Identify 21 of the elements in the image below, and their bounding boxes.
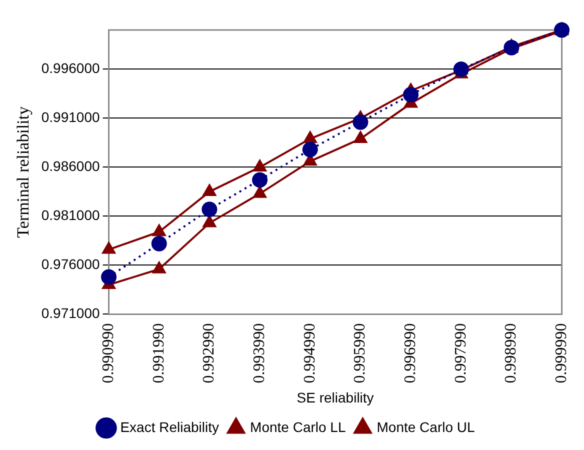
legend-label: Monte Carlo UL: [376, 418, 475, 435]
x-tick-label: 0.993990: [251, 323, 268, 384]
x-tick-label: 0.995990: [352, 323, 369, 384]
y-tick-label: 0.996000: [41, 60, 100, 76]
x-tick-label: 0.994990: [301, 323, 318, 384]
y-tick-label: 0.971000: [41, 305, 100, 322]
legend-label: Monte Carlo LL: [250, 418, 346, 435]
y-tick-label: 0.976000: [41, 256, 100, 272]
y-tick-label: 0.991000: [41, 109, 100, 126]
y-axis-title: Terminal reliability: [14, 106, 33, 238]
y-tick-label: 0.981000: [41, 207, 100, 224]
x-tick-label: 0.999990: [553, 323, 570, 384]
x-tick-label: 0.998990: [502, 323, 520, 384]
x-tick-label: 0.992990: [200, 323, 218, 384]
x-tick-label: 0.990990: [100, 323, 117, 384]
legend-label: Exact Reliability: [120, 418, 220, 435]
x-tick-label: 0.997990: [452, 323, 470, 384]
y-tick-label: 0.986000: [41, 158, 100, 174]
x-tick-label: 0.996990: [402, 323, 419, 384]
x-axis-title: SE reliability: [296, 389, 374, 406]
x-tick-label: 0.991990: [150, 323, 168, 384]
